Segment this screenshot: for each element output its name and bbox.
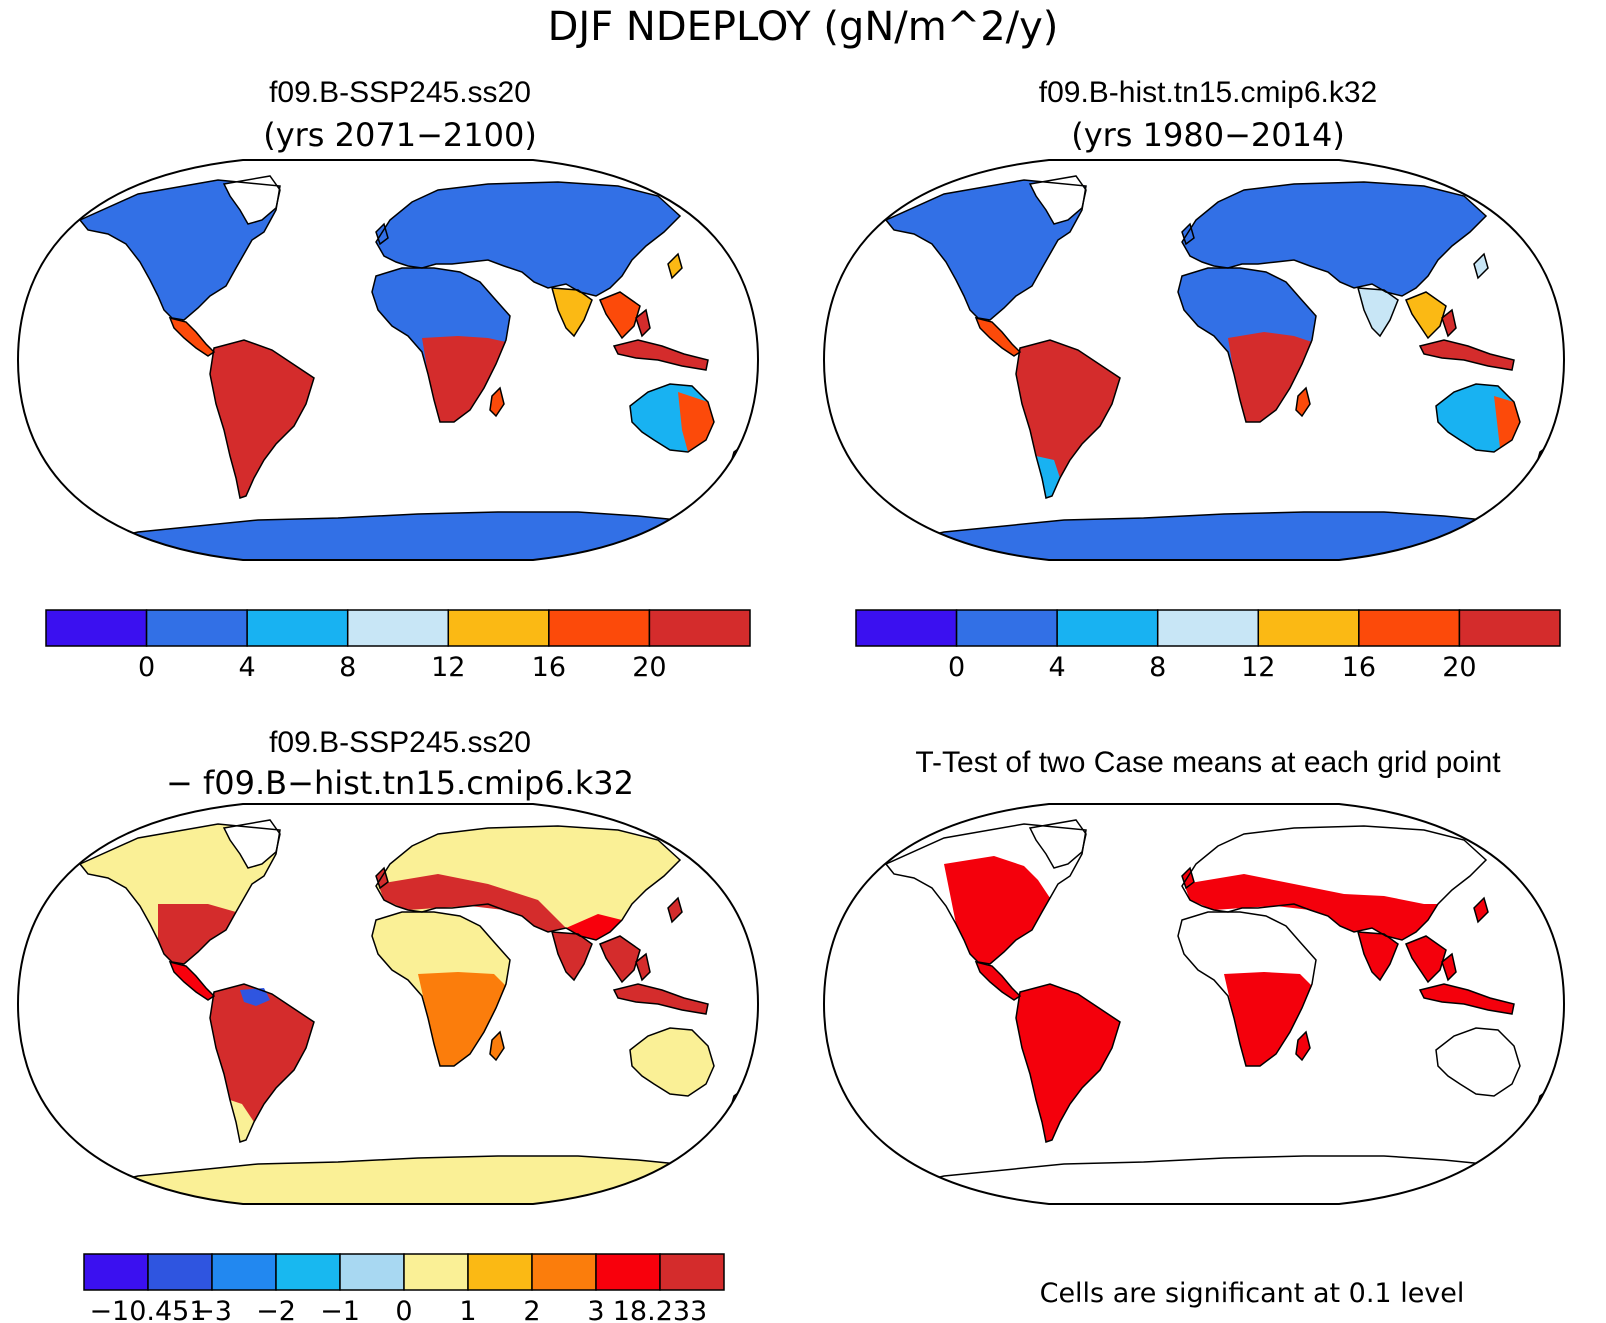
colorbar-tick-label: 2 xyxy=(523,1296,540,1323)
colorbar-swatch xyxy=(447,609,550,647)
colorbar-swatch xyxy=(659,1253,725,1291)
colorbar-case2: 0 4 8 12 16 20 xyxy=(855,609,1561,683)
colorbar-tick-label: 8 xyxy=(339,652,356,683)
colorbar-tick-label: 18.233 xyxy=(613,1296,707,1323)
panel-case2: f09.B-hist.tn15.cmip6.k32 (yrs 1980−2014… xyxy=(822,76,1566,683)
colorbar-swatch xyxy=(145,609,248,647)
colorbar-tick-label: 12 xyxy=(1241,652,1275,683)
colorbar-swatch xyxy=(346,609,450,647)
colorbar-swatch xyxy=(147,1253,213,1291)
colorbar-swatch xyxy=(1257,609,1360,647)
colorbar-tick-label: 4 xyxy=(239,652,256,683)
panel-difference: f09.B-SSP245.ss20 − f09.B−hist.tn15.cmip… xyxy=(16,726,760,1323)
colorbar-tick-label: −1 xyxy=(320,1296,360,1323)
colorbar-swatch xyxy=(1458,609,1561,647)
panel-subheading: (yrs 1980−2014) xyxy=(1071,116,1345,154)
colorbar-swatch xyxy=(45,609,148,647)
colorbar-tick-label: 0 xyxy=(948,652,965,683)
colorbar-swatch xyxy=(855,609,958,647)
significance-note: Cells are significant at 0.1 level xyxy=(1040,1278,1465,1309)
colorbar-tick-label: 3 xyxy=(587,1296,604,1323)
colorbar-tick-label: 0 xyxy=(395,1296,412,1323)
panel-ttest: T-Test of two Case means at each grid po… xyxy=(822,746,1566,1309)
panel-heading: T-Test of two Case means at each grid po… xyxy=(915,746,1501,779)
colorbar-swatch xyxy=(595,1253,661,1291)
colorbar-tick-label: −2 xyxy=(256,1296,296,1323)
colorbar-swatch xyxy=(467,1253,533,1291)
figure-title: DJF NDEPLOY (gN/m^2/y) xyxy=(548,4,1059,50)
colorbar-swatch xyxy=(548,609,651,647)
colorbar-swatch xyxy=(648,609,751,647)
colorbar-tick-label: 0 xyxy=(138,652,155,683)
colorbar-swatch xyxy=(1156,609,1260,647)
colorbar-swatch xyxy=(246,609,349,647)
colorbar-tick-label: −3 xyxy=(192,1296,232,1323)
colorbar-tick-label: 8 xyxy=(1149,652,1166,683)
panel-case1: f09.B-SSP245.ss20 (yrs 2071−2100) xyxy=(16,76,760,683)
colorbar-swatch xyxy=(275,1253,341,1291)
panel-heading: f09.B-hist.tn15.cmip6.k32 xyxy=(1039,76,1378,109)
panel-subheading: (yrs 2071−2100) xyxy=(263,116,537,154)
colorbar-difference: −10.451−3 −2 −1 0 1 2 3 18.233 xyxy=(83,1253,725,1323)
map-ttest xyxy=(822,803,1566,1205)
map-case1 xyxy=(16,159,760,561)
colorbar-tick-label: 4 xyxy=(1049,652,1066,683)
colorbar-swatch xyxy=(1056,609,1159,647)
colorbar-tick-label: 1 xyxy=(459,1296,476,1323)
colorbar-tick-label: 12 xyxy=(431,652,465,683)
panel-heading: f09.B-SSP245.ss20 xyxy=(269,76,531,109)
colorbar-swatch xyxy=(1358,609,1461,647)
colorbar-swatch xyxy=(955,609,1058,647)
map-difference xyxy=(16,803,760,1205)
panel-heading: f09.B-SSP245.ss20 xyxy=(269,726,531,759)
colorbar-swatch xyxy=(531,1253,597,1291)
colorbar-tick-label: 20 xyxy=(1442,652,1476,683)
colorbar-swatch xyxy=(403,1253,469,1291)
colorbar-case1: 0 4 8 12 16 20 xyxy=(45,609,751,683)
colorbar-tick-label: −10.451 xyxy=(89,1296,206,1323)
panel-subheading: − f09.B−hist.tn15.cmip6.k32 xyxy=(166,764,634,802)
colorbar-swatch xyxy=(83,1253,149,1291)
colorbar-swatch xyxy=(211,1253,277,1291)
colorbar-tick-label: 16 xyxy=(1342,652,1376,683)
colorbar-tick-label: 20 xyxy=(632,652,666,683)
colorbar-swatch xyxy=(339,1253,405,1291)
map-case2 xyxy=(822,159,1566,561)
colorbar-tick-label: 16 xyxy=(532,652,566,683)
